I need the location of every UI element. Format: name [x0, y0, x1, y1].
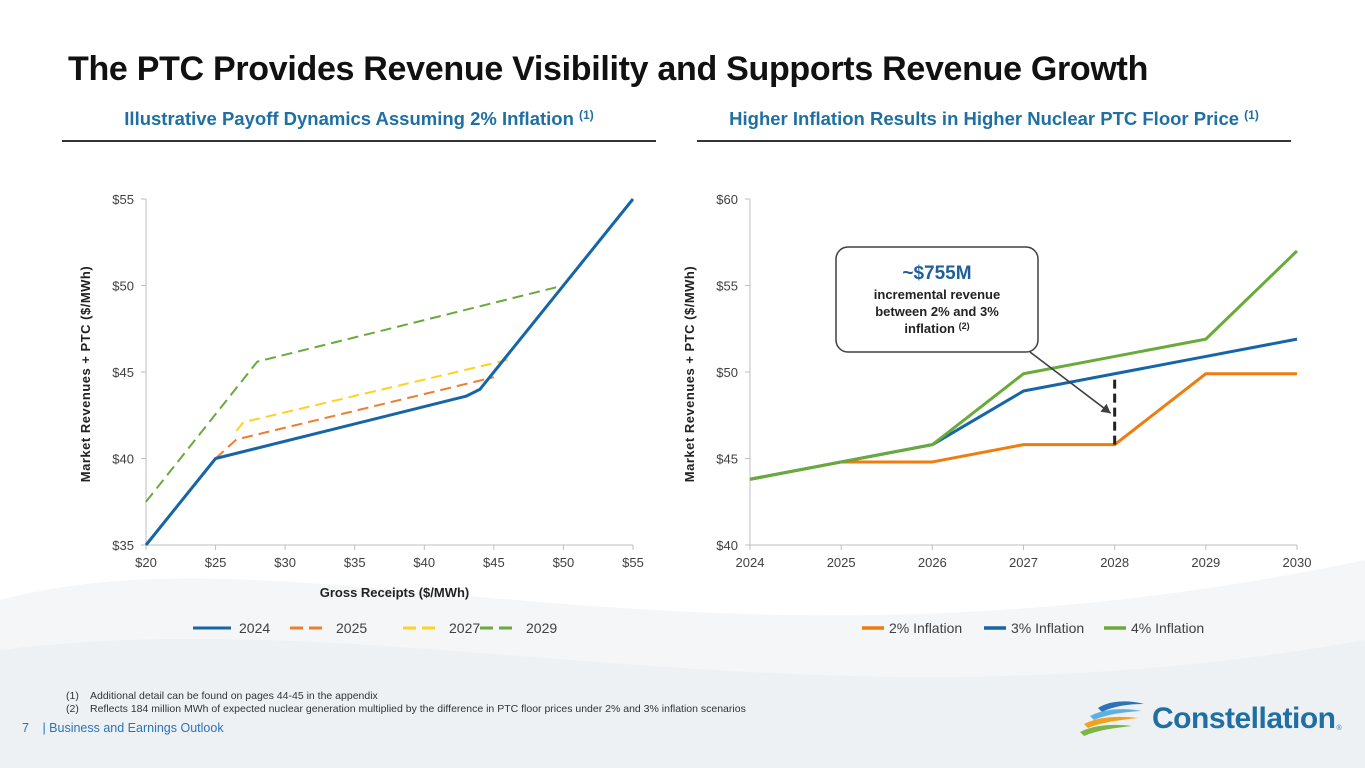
left-legend-label-2025: 2025 [336, 620, 367, 636]
right-panel-heading-text: Higher Inflation Results in Higher Nucle… [729, 108, 1240, 129]
right-x-tick-label: 2030 [1283, 555, 1312, 570]
right-y-axis-title: Market Revenues + PTC ($/MWh) [682, 266, 697, 482]
right-y-tick-label: $55 [716, 279, 738, 294]
right-panel-heading-note: (1) [1244, 108, 1259, 122]
right-annotation-arrow [1029, 351, 1112, 414]
left-x-tick-label: $35 [344, 555, 366, 570]
right-series-line-1 [749, 337, 1298, 481]
right-annotation-arrowhead [1100, 403, 1111, 414]
right-legend-label-0: 2% Inflation [889, 620, 962, 636]
right-annotation-line3: inflation (2) [904, 321, 969, 336]
left-x-tick-label: $20 [135, 555, 157, 570]
left-legend-label-2029: 2029 [526, 620, 557, 636]
left-panel-heading-note: (1) [579, 108, 594, 122]
right-annotation-value: ~$755M [902, 263, 971, 284]
right-annotation-line1: incremental revenue [874, 287, 1000, 302]
right-y-tick-label: $40 [716, 538, 738, 553]
left-y-tick-label: $50 [112, 279, 134, 294]
right-x-tick-label: 2028 [1100, 555, 1129, 570]
logo-swoosh-icon [1080, 701, 1144, 736]
left-y-tick-label: $35 [112, 538, 134, 553]
left-panel-heading: Illustrative Payoff Dynamics Assuming 2%… [62, 108, 656, 130]
right-x-tick-label: 2026 [918, 555, 947, 570]
left-y-tick-label: $40 [112, 452, 134, 467]
right-y-tick-label: $50 [716, 365, 738, 380]
logo-registered-mark: ® [1336, 725, 1342, 732]
right-series-line-2 [749, 249, 1299, 481]
left-y-axis-title: Market Revenues + PTC ($/MWh) [78, 266, 93, 482]
right-y-tick-label: $45 [716, 452, 738, 467]
right-annotation-callout-box [835, 246, 1039, 353]
footnote-1: (1) Additional detail can be found on pa… [66, 690, 378, 702]
left-y-tick-label: $55 [112, 192, 134, 207]
left-x-tick-label: $55 [622, 555, 644, 570]
right-panel-heading: Higher Inflation Results in Higher Nucle… [697, 108, 1291, 130]
right-y-tick-label: $60 [716, 192, 738, 207]
right-x-tick-label: 2025 [827, 555, 856, 570]
right-legend-label-1: 3% Inflation [1011, 620, 1084, 636]
constellation-logo: Constellation ® [1080, 700, 1342, 738]
left-x-tick-label: $45 [483, 555, 505, 570]
left-x-tick-label: $40 [413, 555, 435, 570]
right-x-tick-label: 2027 [1009, 555, 1038, 570]
left-series-line-2025 [214, 376, 495, 460]
right-annotation-note: (2) [959, 321, 970, 331]
left-legend-label-2027: 2027 [449, 620, 480, 636]
right-panel-divider [697, 140, 1291, 142]
left-panel-heading-text: Illustrative Payoff Dynamics Assuming 2%… [124, 108, 574, 129]
left-series-line-2029 [145, 284, 564, 503]
left-x-axis-title: Gross Receipts ($/MWh) [320, 585, 470, 600]
left-y-tick-label: $45 [112, 365, 134, 380]
logo-wordmark: Constellation [1152, 702, 1336, 735]
left-legend-label-2024: 2024 [239, 620, 270, 636]
left-x-tick-label: $50 [553, 555, 575, 570]
footer-section: | Business and Earnings Outlook [42, 721, 224, 735]
right-annotation-line2: between 2% and 3% [875, 304, 999, 319]
right-x-tick-label: 2029 [1191, 555, 1220, 570]
footer: 7 | Business and Earnings Outlook [22, 721, 224, 735]
right-x-tick-label: 2024 [736, 555, 765, 570]
left-series-line-2027 [235, 358, 509, 432]
left-x-tick-label: $25 [205, 555, 227, 570]
right-legend-label-2: 4% Inflation [1131, 620, 1204, 636]
page-number: 7 [22, 721, 29, 735]
footnote-2: (2) Reflects 184 million MWh of expected… [66, 703, 746, 715]
left-series-line-2024 [144, 198, 635, 546]
left-panel-divider [62, 140, 656, 142]
page-title: The PTC Provides Revenue Visibility and … [68, 50, 1149, 88]
left-x-tick-label: $30 [274, 555, 296, 570]
footnotes: (1) Additional detail can be found on pa… [66, 690, 746, 716]
